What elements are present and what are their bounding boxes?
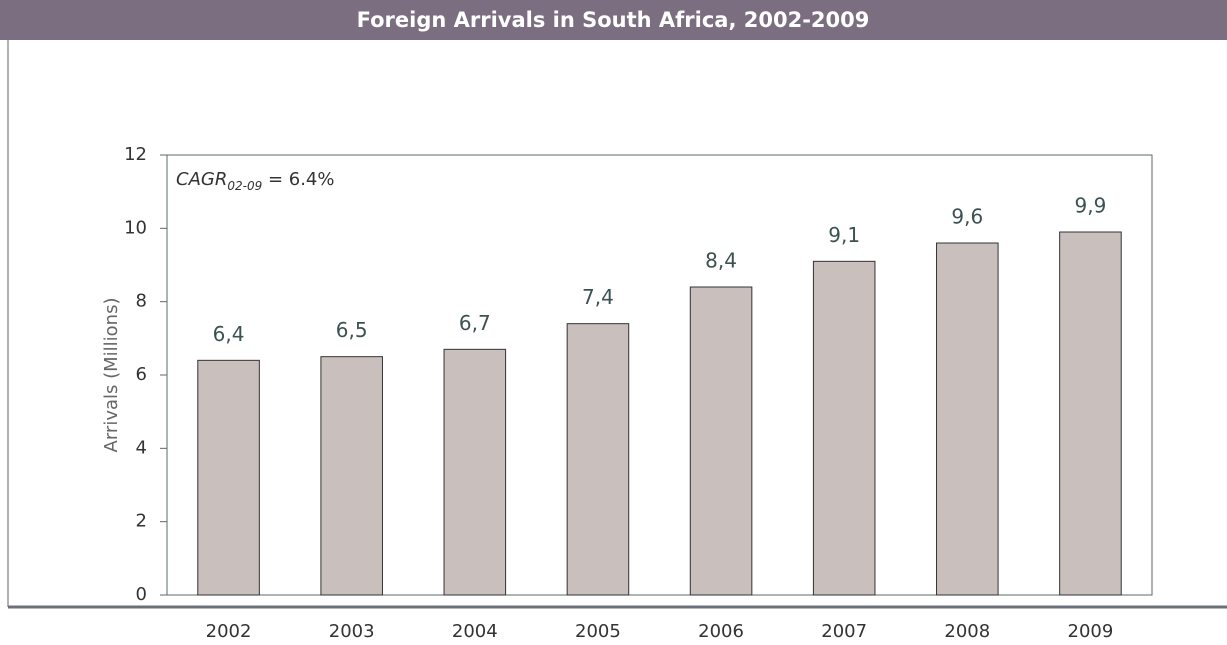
title-bar xyxy=(0,0,1227,40)
annotation-text: CAGR xyxy=(176,169,227,190)
data-label: 9,6 xyxy=(951,205,983,229)
data-label: 6,7 xyxy=(459,311,491,335)
bar xyxy=(320,356,383,596)
x-tick-label: 2008 xyxy=(944,621,990,642)
y-tick-label: 4 xyxy=(136,437,147,458)
y-tick-label: 10 xyxy=(124,217,147,238)
bar xyxy=(566,323,630,596)
bar xyxy=(936,242,999,596)
x-tick-label: 2009 xyxy=(1068,621,1114,642)
data-label: 6,5 xyxy=(336,318,368,342)
y-tick-label: 0 xyxy=(136,584,147,605)
y-tick-label: 8 xyxy=(136,291,147,312)
data-label: 6,4 xyxy=(213,322,245,346)
y-tick-label: 2 xyxy=(136,511,147,532)
x-tick-label: 2002 xyxy=(206,621,252,642)
data-label: 8,4 xyxy=(705,249,737,273)
bar xyxy=(443,348,507,596)
bar xyxy=(812,260,876,596)
x-tick-label: 2003 xyxy=(329,621,375,642)
annotation: CAGR02-09 = 6.4% xyxy=(176,169,334,193)
bar xyxy=(1059,231,1122,596)
x-tick-label: 2004 xyxy=(452,621,498,642)
annotation-suffix: = 6.4% xyxy=(262,169,334,190)
x-tick-label: 2006 xyxy=(698,621,744,642)
data-label: 9,9 xyxy=(1075,194,1107,218)
x-tick-label: 2007 xyxy=(821,621,867,642)
plot-area xyxy=(166,154,1153,596)
x-tick-label: 2005 xyxy=(575,621,621,642)
y-tick-label: 12 xyxy=(124,144,147,165)
bar xyxy=(197,359,260,596)
data-label: 9,1 xyxy=(828,223,860,247)
annotation-subscript: 02-09 xyxy=(227,179,262,193)
chart-title: Foreign Arrivals in South Africa, 2002-2… xyxy=(357,8,870,32)
y-tick-label: 6 xyxy=(136,364,147,385)
y-axis-label: Arrivals (Millions) xyxy=(101,298,122,453)
data-label: 7,4 xyxy=(582,285,614,309)
bar xyxy=(689,286,753,596)
